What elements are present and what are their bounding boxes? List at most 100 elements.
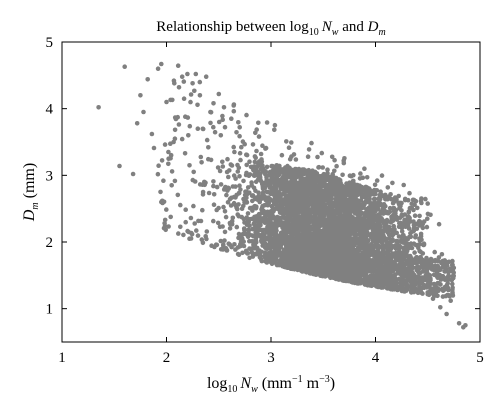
data-point — [286, 183, 292, 188]
data-point — [240, 250, 245, 256]
data-point — [279, 152, 285, 158]
data-point — [183, 219, 188, 225]
data-point — [191, 203, 196, 209]
data-point — [269, 211, 275, 216]
data-point — [342, 214, 348, 219]
data-point — [277, 244, 282, 250]
data-point — [319, 219, 325, 225]
data-point — [342, 205, 347, 210]
data-point — [300, 232, 306, 237]
data-point — [386, 232, 392, 238]
data-point — [250, 193, 256, 198]
data-point — [350, 272, 356, 277]
data-point — [190, 177, 196, 183]
data-point — [168, 152, 174, 158]
data-point — [328, 238, 333, 243]
data-point — [183, 207, 188, 212]
data-point — [421, 242, 427, 248]
data-point — [159, 158, 165, 163]
data-point — [383, 196, 388, 202]
data-point — [181, 79, 187, 84]
data-point — [345, 203, 351, 208]
data-point — [386, 194, 392, 199]
data-point — [412, 202, 417, 207]
data-point — [221, 243, 226, 249]
data-point — [347, 183, 353, 189]
data-point — [257, 199, 263, 205]
data-point — [374, 178, 380, 183]
data-point — [236, 213, 242, 219]
data-point — [364, 186, 370, 191]
data-point — [247, 238, 252, 244]
data-point — [318, 205, 324, 210]
data-point — [295, 207, 301, 213]
data-point — [272, 189, 277, 194]
data-point — [286, 145, 292, 150]
data-point — [254, 127, 259, 132]
data-point — [256, 134, 262, 139]
data-point — [227, 196, 233, 202]
data-point — [264, 230, 270, 235]
data-point — [364, 175, 370, 180]
data-point — [284, 220, 290, 225]
data-point — [353, 221, 359, 227]
data-point — [348, 196, 354, 202]
data-point — [387, 209, 393, 215]
data-point — [280, 183, 285, 189]
data-point — [271, 251, 277, 257]
data-point — [399, 229, 405, 234]
data-point — [224, 185, 229, 191]
data-point — [411, 272, 417, 277]
data-point — [279, 232, 284, 237]
data-point — [155, 171, 161, 177]
data-point — [322, 251, 328, 257]
data-point — [308, 210, 314, 215]
data-point — [407, 217, 412, 223]
data-point — [233, 247, 238, 252]
data-point — [322, 183, 327, 189]
data-point — [312, 248, 318, 253]
data-point — [334, 241, 339, 247]
data-point — [316, 164, 322, 170]
data-point — [191, 169, 196, 175]
data-point — [267, 196, 272, 201]
data-point — [247, 255, 252, 261]
data-point — [362, 254, 368, 260]
data-point — [238, 243, 244, 248]
data-point — [425, 216, 430, 221]
data-point — [247, 223, 252, 228]
data-point — [259, 180, 265, 185]
data-point — [338, 223, 343, 228]
data-point — [253, 205, 259, 211]
data-point — [413, 235, 418, 240]
data-point — [272, 127, 277, 133]
data-point — [269, 255, 275, 261]
data-point — [261, 217, 266, 222]
data-point — [332, 209, 337, 215]
data-point — [187, 123, 193, 129]
data-point — [269, 185, 275, 190]
data-point — [258, 151, 264, 157]
data-point — [241, 178, 246, 184]
data-point — [264, 120, 270, 125]
data-point — [305, 219, 310, 225]
data-point — [273, 228, 278, 234]
data-point — [295, 257, 301, 263]
data-point — [217, 224, 223, 230]
data-point — [341, 267, 347, 273]
data-point — [263, 146, 268, 151]
data-point — [301, 247, 307, 253]
data-point — [296, 265, 302, 270]
data-point — [221, 204, 226, 210]
data-point — [233, 176, 238, 181]
data-point — [274, 223, 280, 229]
data-point — [374, 223, 379, 228]
data-point — [243, 200, 248, 205]
data-point — [260, 192, 265, 198]
data-point — [432, 249, 438, 255]
data-point — [378, 230, 383, 236]
data-point — [342, 218, 348, 223]
data-point — [327, 273, 332, 279]
data-point — [239, 206, 245, 211]
data-point — [267, 252, 273, 258]
